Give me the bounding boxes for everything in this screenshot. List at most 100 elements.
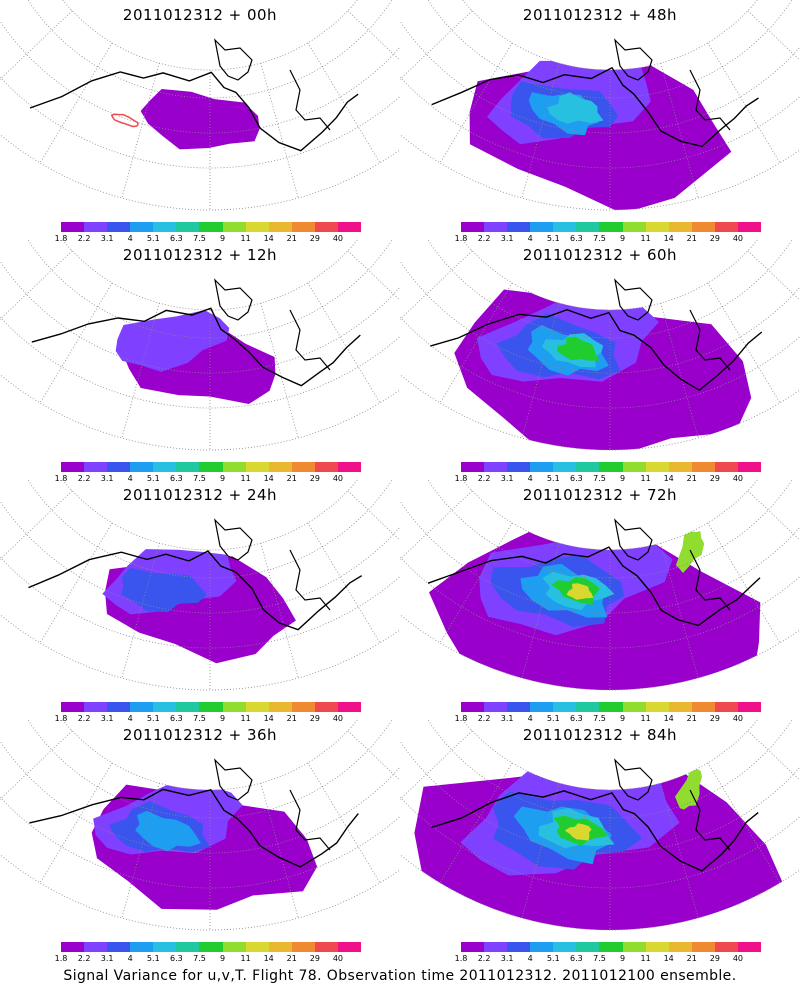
colorbar-tick-label: 40 bbox=[332, 474, 344, 483]
colorbar-tick-label: 29 bbox=[709, 474, 720, 483]
colorbar-tick-label: 7.5 bbox=[193, 954, 206, 963]
colorbar-tick-label: 2.2 bbox=[477, 474, 491, 483]
colorbar-swatch bbox=[645, 462, 669, 472]
longitude-gridline bbox=[400, 250, 473, 320]
colorbar-tick-label: 6.3 bbox=[570, 474, 583, 483]
colorbar-swatch bbox=[737, 222, 762, 232]
colorbar-tick-label: 40 bbox=[332, 234, 344, 243]
panel-title: 2011012312 + 72h bbox=[522, 486, 678, 504]
colorbar-swatch bbox=[691, 942, 715, 952]
coastline bbox=[614, 758, 653, 801]
colorbar-tick-label: 14 bbox=[263, 954, 274, 963]
panel-title: 2011012312 + 24h bbox=[122, 486, 278, 504]
colorbar-tick-label: 29 bbox=[309, 474, 320, 483]
colorbar-tick-label: 4 bbox=[127, 234, 133, 243]
colorbar-tick-label: 21 bbox=[686, 234, 697, 243]
colorbar-labels: 1.8 2.2 3.1 4 5.1 6.3 7.5 9 11 14 21 29 40 bbox=[454, 714, 766, 726]
colorbar-tick-label: 7.5 bbox=[593, 234, 606, 243]
panel-title: 2011012312 + 00h bbox=[122, 6, 278, 24]
colorbar-labels: 1.8 2.2 3.1 4 5.1 6.3 7.5 9 11 14 21 29 40 bbox=[55, 954, 366, 966]
colorbar-swatch bbox=[714, 462, 738, 472]
coastline bbox=[28, 550, 363, 631]
latitude-gridline bbox=[400, 76, 800, 169]
colorbar-tick-label: 40 bbox=[732, 234, 744, 243]
colorbar-tick-label: 1.8 bbox=[454, 474, 468, 483]
domain-outline bbox=[0, 720, 400, 931]
colorbar-tick-label: 40 bbox=[732, 714, 744, 723]
colorbar-swatch bbox=[599, 702, 623, 712]
colorbar-tick-label: 2.2 bbox=[77, 234, 91, 243]
colorbar-tick-label: 11 bbox=[640, 234, 651, 243]
domain-outline bbox=[400, 480, 800, 691]
variance-map bbox=[400, 720, 800, 931]
colorbar-tick-label: 40 bbox=[332, 954, 344, 963]
colorbar-tick-label: 5.1 bbox=[146, 234, 160, 243]
colorbar bbox=[61, 702, 362, 712]
colorbar-swatch bbox=[291, 702, 315, 712]
colorbar-tick-label: 3.1 bbox=[100, 954, 114, 963]
longitude-gridline bbox=[660, 302, 699, 439]
colorbar-swatch bbox=[530, 462, 554, 472]
domain-outline bbox=[400, 720, 800, 931]
colorbar-tick-label: 5.1 bbox=[146, 474, 160, 483]
colorbar-swatch bbox=[268, 462, 292, 472]
coastline bbox=[689, 309, 731, 371]
colorbar-tick-label: 6.3 bbox=[170, 234, 183, 243]
colorbar-tick-label: 1.8 bbox=[454, 714, 468, 723]
latitude-gridline bbox=[0, 556, 400, 649]
colorbar-swatch bbox=[553, 222, 577, 232]
colorbar-tick-label: 14 bbox=[263, 474, 274, 483]
forecast-panel: 2011012312 + 36h 1.8 2.2 3.1 4 5.1 6.3 7.5 9 11 14… bbox=[0, 720, 400, 970]
colorbar-swatch bbox=[461, 462, 485, 472]
colorbar-swatch bbox=[622, 942, 646, 952]
colorbar-swatch bbox=[61, 222, 85, 232]
colorbar-swatch bbox=[484, 222, 508, 232]
colorbar-tick-label: 1.8 bbox=[54, 714, 68, 723]
colorbar-swatch bbox=[107, 462, 131, 472]
colorbar-swatch bbox=[153, 702, 177, 712]
colorbar-swatch bbox=[153, 222, 177, 232]
longitude-gridline bbox=[307, 42, 381, 164]
panel-title: 2011012312 + 48h bbox=[522, 6, 678, 24]
colorbar-tick-label: 4 bbox=[127, 714, 133, 723]
colorbar-tick-label: 40 bbox=[732, 474, 744, 483]
colorbar-tick-label: 6.3 bbox=[570, 234, 583, 243]
colorbar-swatch bbox=[714, 702, 738, 712]
colorbar-tick-label: 3.1 bbox=[500, 954, 514, 963]
colorbar-tick-label: 5.1 bbox=[546, 714, 560, 723]
domain-outline bbox=[400, 240, 800, 451]
colorbar-swatch bbox=[576, 942, 600, 952]
colorbar-swatch bbox=[314, 222, 338, 232]
variance-contour bbox=[564, 823, 592, 841]
longitude-gridline bbox=[39, 42, 113, 164]
colorbar-swatch bbox=[107, 702, 131, 712]
colorbar bbox=[461, 942, 762, 952]
longitude-gridline bbox=[660, 62, 699, 199]
colorbar-tick-label: 14 bbox=[663, 474, 674, 483]
colorbar-tick-label: 1.8 bbox=[54, 234, 68, 243]
colorbar-labels: 1.8 2.2 3.1 4 5.1 6.3 7.5 9 11 14 21 29 40 bbox=[55, 474, 366, 486]
colorbar bbox=[61, 462, 362, 472]
domain-outline bbox=[0, 480, 400, 691]
colorbar-swatch bbox=[291, 222, 315, 232]
colorbar-swatch bbox=[291, 942, 315, 952]
panel-title: 2011012312 + 12h bbox=[122, 246, 278, 264]
variance-contour bbox=[135, 810, 201, 852]
coastline bbox=[431, 66, 759, 148]
longitude-gridline bbox=[707, 282, 781, 404]
colorbar-tick-label: 4 bbox=[527, 714, 533, 723]
colorbar-tick-label: 6.3 bbox=[170, 714, 183, 723]
colorbar-swatch bbox=[61, 702, 85, 712]
colorbar-swatch bbox=[337, 702, 362, 712]
longitude-gridline bbox=[747, 730, 800, 781]
colorbar-tick-label: 29 bbox=[309, 954, 320, 963]
longitude-gridline bbox=[307, 282, 381, 404]
colorbar-swatch bbox=[314, 462, 338, 472]
colorbar-swatch bbox=[176, 942, 200, 952]
colorbar bbox=[461, 222, 762, 232]
colorbar-swatch bbox=[530, 702, 554, 712]
variance-map bbox=[400, 240, 800, 451]
colorbar-swatch bbox=[553, 942, 577, 952]
variance-contour bbox=[556, 336, 600, 361]
colorbar-tick-label: 1.8 bbox=[454, 954, 468, 963]
